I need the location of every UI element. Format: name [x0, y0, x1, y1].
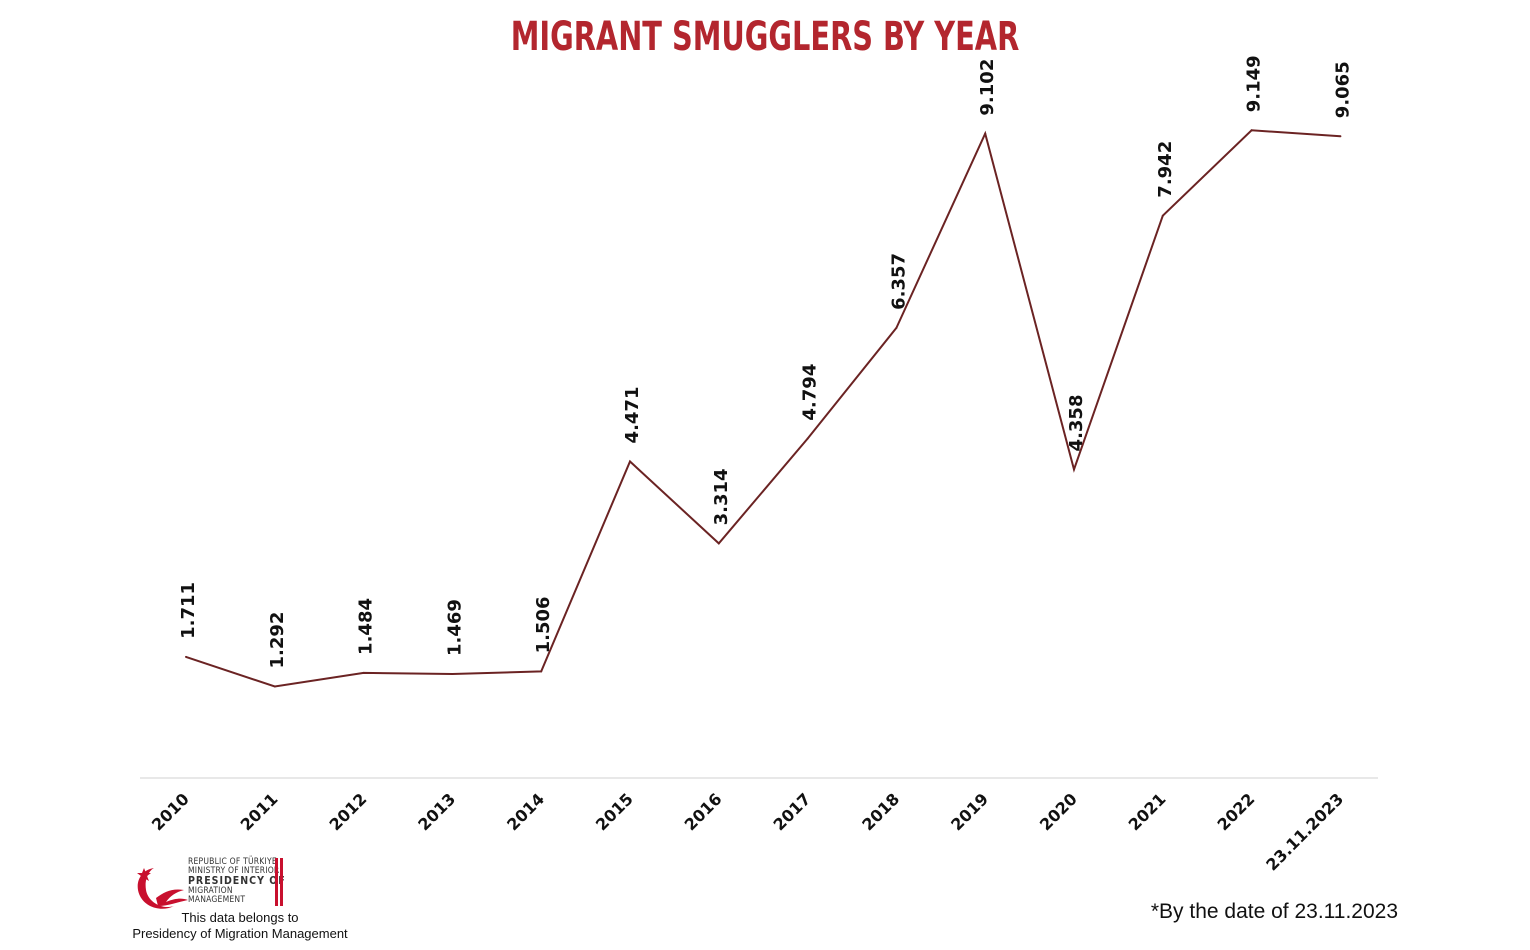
data-label: 3.314 [711, 468, 732, 525]
x-tick-label: 2020 [1036, 789, 1081, 834]
data-label: 6.357 [888, 253, 909, 310]
data-point [895, 326, 898, 329]
x-tick-label: 2015 [592, 789, 637, 834]
data-label: 4.794 [800, 364, 821, 421]
data-point [1161, 214, 1164, 217]
x-tick-label: 2021 [1125, 789, 1170, 834]
data-point [273, 685, 276, 688]
data-point [1073, 468, 1075, 471]
caption-line-2: Presidency of Migration Management [132, 926, 348, 941]
chart-title: MIGRANT SMUGGLERS BY YEAR [510, 14, 1020, 60]
data-point [1250, 129, 1253, 132]
x-tick-label: 2018 [858, 789, 903, 834]
data-labels-layer: 1.711 1.292 1.484 1.469 1.506 4.471 3.314 4.794… [178, 55, 1353, 668]
data-source-caption: This data belongs to Presidency of Migra… [130, 910, 350, 942]
pmm-logo: REPUBLIC OF TÜRKIYE MINISTRY OF INTERIOR… [130, 852, 360, 948]
data-label: 9.149 [1244, 55, 1265, 112]
x-tick-label: 23.11.2023 [1262, 789, 1347, 874]
data-label: 1.469 [444, 599, 465, 656]
x-tick-label: 2017 [770, 789, 815, 834]
logo-bar [280, 858, 283, 906]
x-tick-label: 2014 [503, 789, 548, 834]
x-tick-label: 2019 [947, 789, 992, 834]
data-point [185, 655, 187, 658]
data-point [717, 542, 720, 545]
x-tick-label: 2013 [414, 789, 459, 834]
footnote: *By the date of 23.11.2023 [1150, 900, 1398, 923]
data-point [540, 670, 543, 673]
x-tick-label: 2011 [237, 789, 282, 834]
data-label: 9.065 [1332, 61, 1353, 118]
crescent-star-bird-icon [137, 868, 188, 909]
data-label: 4.358 [1066, 395, 1087, 452]
data-label: 7.942 [1155, 141, 1176, 198]
caption-line-1: This data belongs to [181, 910, 299, 925]
data-point [1339, 135, 1342, 138]
data-point [984, 132, 987, 135]
data-label: 4.471 [622, 387, 643, 444]
data-point [362, 671, 365, 674]
logo-line-4: MIGRATION MANAGEMENT [188, 886, 246, 905]
logo-line-2: MINISTRY OF INTERIOR [188, 866, 280, 876]
x-tick-label: 2012 [326, 789, 371, 834]
data-label: 9.102 [977, 59, 998, 116]
data-label: 1.292 [267, 612, 288, 669]
data-point [629, 460, 631, 463]
series-line [185, 129, 1341, 688]
data-label: 1.484 [356, 598, 377, 655]
data-label: 1.506 [533, 596, 554, 653]
logo-line-3: PRESIDENCY OF [188, 875, 286, 887]
x-tick-label: 2022 [1214, 789, 1259, 834]
logo-line-1: REPUBLIC OF TÜRKIYE [188, 857, 277, 867]
x-tick-label: 2010 [148, 789, 193, 834]
logo-bar [275, 858, 278, 906]
data-label: 1.711 [178, 582, 199, 639]
data-point [806, 437, 809, 440]
data-point [451, 672, 454, 675]
series-layer [185, 129, 1342, 688]
x-tick-label: 2016 [681, 789, 726, 834]
